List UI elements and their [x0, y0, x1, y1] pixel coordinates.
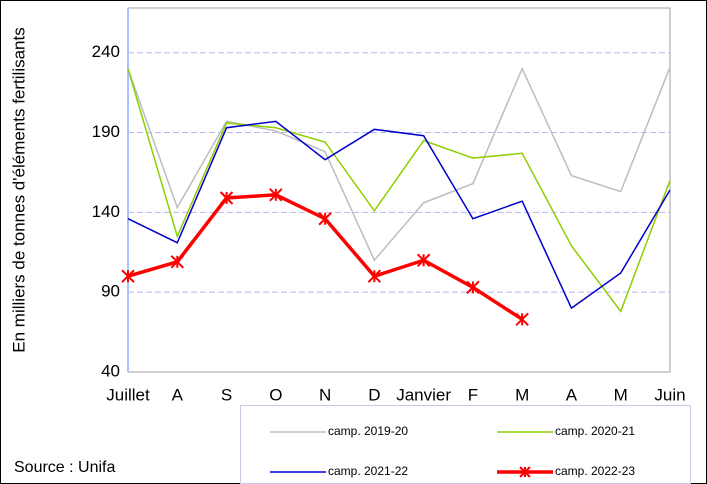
x-tick-label: M — [614, 385, 628, 404]
point-marker — [318, 212, 332, 226]
point-marker — [515, 312, 529, 327]
plot-area — [127, 7, 671, 373]
legend-label: camp. 2019-20 — [328, 424, 408, 438]
x-tick-label: Janvier — [396, 385, 451, 404]
x-tick-label: Juillet — [106, 385, 150, 404]
series-line — [127, 120, 671, 310]
y-tick-label: 90 — [101, 282, 120, 301]
legend-label: camp. 2020-21 — [555, 424, 635, 438]
x-tick-label: D — [368, 385, 380, 404]
x-tick-label: N — [319, 385, 331, 404]
legend-label: camp. 2021-22 — [328, 464, 408, 478]
x-tick-label: Juin — [654, 385, 685, 404]
point-marker — [367, 269, 382, 283]
legend-label: camp. 2022-23 — [555, 464, 635, 478]
x-tick-label: F — [468, 385, 478, 404]
x-tick-label: A — [172, 385, 184, 404]
source: Source : Unifa — [14, 459, 115, 476]
point-marker — [121, 269, 135, 283]
point-marker — [170, 255, 184, 269]
x-tick-label: M — [515, 385, 529, 404]
y-tick-label: 190 — [92, 122, 120, 141]
x-tick-label: A — [566, 385, 578, 404]
legend-marker — [519, 466, 531, 478]
y-tick-label: 240 — [92, 42, 120, 61]
point-marker — [269, 188, 283, 202]
x-tick-label: O — [269, 385, 282, 404]
x-tick-label: S — [221, 385, 232, 404]
y-tick-label: 140 — [92, 202, 120, 221]
point-marker — [466, 280, 480, 295]
point-marker — [416, 253, 431, 267]
legend-box — [240, 405, 691, 484]
series-line — [127, 68, 671, 313]
point-marker — [219, 191, 234, 205]
y-tick-label: 40 — [101, 361, 120, 380]
series-line — [127, 66, 671, 262]
y-axis-label: En milliers de tonnes d'éléments fertili… — [9, 27, 28, 352]
